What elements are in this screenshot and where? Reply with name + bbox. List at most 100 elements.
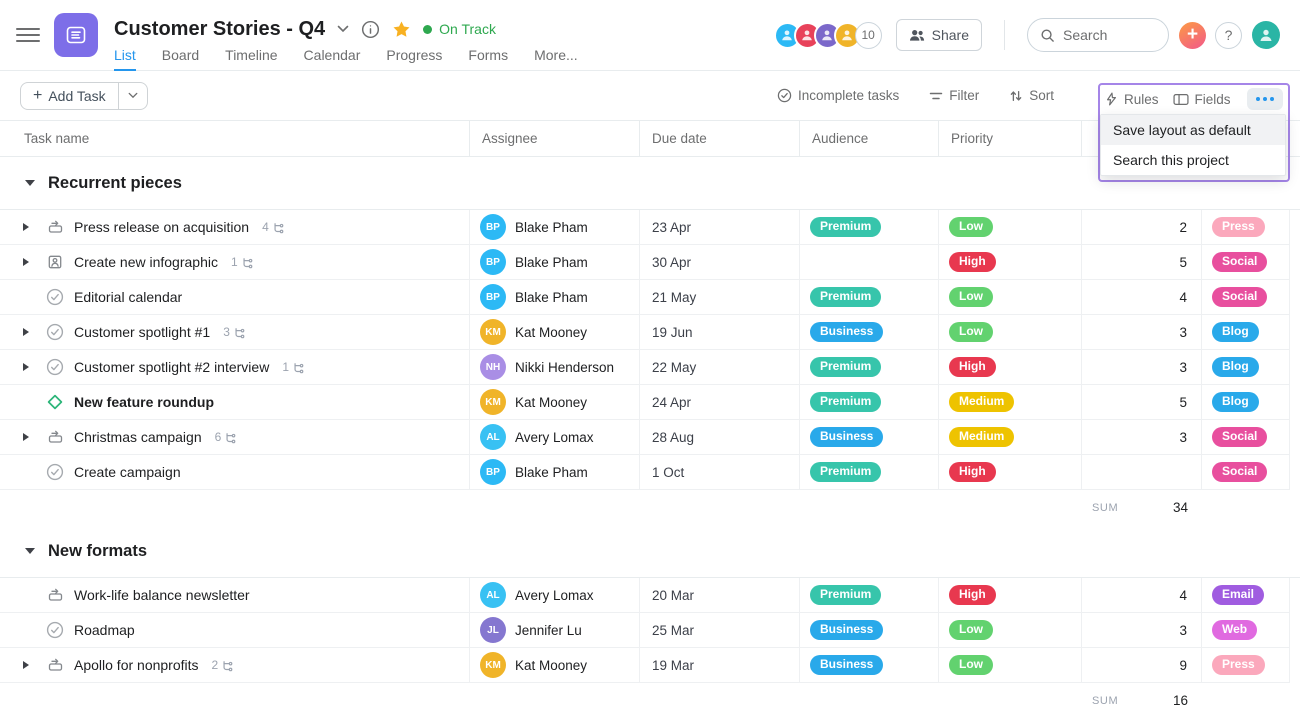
- due-date[interactable]: 24 Apr: [640, 385, 800, 420]
- audience-badge[interactable]: Business: [810, 322, 884, 342]
- tag-badge[interactable]: Blog: [1212, 322, 1259, 342]
- table-row[interactable]: Editorial calendar BP Blake Pham 21 May …: [0, 280, 1300, 315]
- due-date[interactable]: 20 Mar: [640, 578, 800, 613]
- assignee-name[interactable]: Avery Lomax: [515, 429, 594, 445]
- audience-badge[interactable]: Business: [810, 620, 884, 640]
- assignee-name[interactable]: Blake Pham: [515, 254, 588, 270]
- project-icon[interactable]: [54, 13, 98, 57]
- tag-badge[interactable]: Blog: [1212, 392, 1259, 412]
- menu-item[interactable]: Search this project: [1113, 152, 1229, 168]
- column-header[interactable]: Priority: [939, 121, 1082, 157]
- audience-badge[interactable]: Premium: [810, 217, 882, 237]
- points-value[interactable]: 4: [1082, 280, 1202, 315]
- priority-badge[interactable]: High: [949, 357, 996, 377]
- filter-button[interactable]: Filter: [929, 88, 979, 103]
- table-row[interactable]: Roadmap JL Jennifer Lu 25 Mar Business L…: [0, 613, 1300, 648]
- assignee-name[interactable]: Kat Mooney: [515, 394, 588, 410]
- priority-badge[interactable]: Low: [949, 287, 993, 307]
- table-row[interactable]: Apollo for nonprofits 2 KM Kat Mooney 19…: [0, 648, 1300, 683]
- points-value[interactable]: 4: [1082, 578, 1202, 613]
- task-name[interactable]: Customer spotlight #2 interview: [74, 359, 270, 375]
- incomplete-tasks-filter[interactable]: Incomplete tasks: [777, 88, 899, 103]
- more-options-button[interactable]: [1247, 88, 1283, 110]
- priority-badge[interactable]: Medium: [949, 392, 1015, 412]
- expand-arrow[interactable]: [23, 363, 29, 371]
- tag-badge[interactable]: Social: [1212, 427, 1268, 447]
- tag-badge[interactable]: Press: [1212, 217, 1265, 237]
- tab-board[interactable]: Board: [161, 46, 200, 63]
- task-name[interactable]: Create new infographic: [74, 254, 218, 270]
- audience-badge[interactable]: Business: [810, 427, 884, 447]
- audience-badge[interactable]: Premium: [810, 462, 882, 482]
- points-value[interactable]: 3: [1082, 350, 1202, 385]
- search-input[interactable]: [1063, 27, 1153, 43]
- due-date[interactable]: 1 Oct: [640, 455, 800, 490]
- tag-badge[interactable]: Social: [1212, 252, 1268, 272]
- tab-forms[interactable]: Forms: [468, 46, 509, 63]
- help-button[interactable]: ?: [1215, 21, 1242, 49]
- fields-button[interactable]: Fields: [1172, 92, 1231, 107]
- member-avatars[interactable]: [773, 21, 861, 49]
- assignee-name[interactable]: Blake Pham: [515, 289, 588, 305]
- expand-arrow[interactable]: [23, 223, 29, 231]
- expand-arrow[interactable]: [23, 328, 29, 336]
- create-button[interactable]: +: [1179, 21, 1206, 49]
- tag-badge[interactable]: Social: [1212, 462, 1268, 482]
- task-name[interactable]: Christmas campaign: [74, 429, 202, 445]
- column-header[interactable]: Audience: [800, 121, 939, 157]
- table-row[interactable]: Create new infographic 1 BP Blake Pham 3…: [0, 245, 1300, 280]
- due-date[interactable]: 21 May: [640, 280, 800, 315]
- task-name[interactable]: Create campaign: [74, 464, 181, 480]
- column-header[interactable]: Due date: [640, 121, 800, 157]
- points-value[interactable]: 3: [1082, 613, 1202, 648]
- sort-button[interactable]: Sort: [1009, 88, 1054, 103]
- table-row[interactable]: Christmas campaign 6 AL Avery Lomax 28 A…: [0, 420, 1300, 455]
- points-value[interactable]: 2: [1082, 210, 1202, 245]
- task-name[interactable]: Work-life balance newsletter: [74, 587, 250, 603]
- assignee-name[interactable]: Kat Mooney: [515, 324, 588, 340]
- task-name[interactable]: Editorial calendar: [74, 289, 183, 305]
- audience-badge[interactable]: Premium: [810, 585, 882, 605]
- column-header[interactable]: Task name: [0, 121, 470, 157]
- points-value[interactable]: [1082, 455, 1202, 490]
- assignee-name[interactable]: Blake Pham: [515, 219, 588, 235]
- tab-calendar[interactable]: Calendar: [303, 46, 361, 63]
- audience-badge[interactable]: Business: [810, 655, 884, 675]
- tag-badge[interactable]: Web: [1212, 620, 1258, 640]
- expand-arrow[interactable]: [23, 661, 29, 669]
- current-user-avatar[interactable]: [1252, 21, 1280, 49]
- table-row[interactable]: Customer spotlight #2 interview 1 NH Nik…: [0, 350, 1300, 385]
- share-button[interactable]: Share: [895, 19, 982, 51]
- assignee-name[interactable]: Nikki Henderson: [515, 359, 615, 375]
- tag-badge[interactable]: Blog: [1212, 357, 1259, 377]
- due-date[interactable]: 19 Mar: [640, 648, 800, 683]
- tab-timeline[interactable]: Timeline: [225, 46, 278, 63]
- due-date[interactable]: 25 Mar: [640, 613, 800, 648]
- audience-badge[interactable]: Premium: [810, 392, 882, 412]
- menu-item[interactable]: Save layout as default: [1101, 115, 1285, 145]
- points-value[interactable]: 5: [1082, 245, 1202, 280]
- info-icon[interactable]: [361, 20, 380, 39]
- tag-badge[interactable]: Social: [1212, 287, 1268, 307]
- favorite-star-icon[interactable]: [392, 20, 411, 39]
- due-date[interactable]: 28 Aug: [640, 420, 800, 455]
- points-value[interactable]: 9: [1082, 648, 1202, 683]
- points-value[interactable]: 3: [1082, 315, 1202, 350]
- section-title[interactable]: Recurrent pieces: [48, 173, 182, 192]
- priority-badge[interactable]: Low: [949, 217, 993, 237]
- table-row[interactable]: Create campaign BP Blake Pham 1 Oct Prem…: [0, 455, 1300, 490]
- table-row[interactable]: Customer spotlight #1 3 KM Kat Mooney 19…: [0, 315, 1300, 350]
- task-name[interactable]: Customer spotlight #1: [74, 324, 211, 340]
- status-badge[interactable]: On Track: [439, 21, 496, 37]
- task-name[interactable]: Roadmap: [74, 622, 135, 638]
- assignee-name[interactable]: Jennifer Lu: [515, 622, 582, 638]
- priority-badge[interactable]: Low: [949, 655, 993, 675]
- task-name[interactable]: Apollo for nonprofits: [74, 657, 199, 673]
- title-chevron-down-icon[interactable]: [337, 25, 349, 33]
- due-date[interactable]: 30 Apr: [640, 245, 800, 280]
- audience-badge[interactable]: Premium: [810, 287, 882, 307]
- assignee-name[interactable]: Blake Pham: [515, 464, 588, 480]
- assignee-name[interactable]: Kat Mooney: [515, 657, 588, 673]
- priority-badge[interactable]: High: [949, 462, 996, 482]
- audience-badge[interactable]: Premium: [810, 357, 882, 377]
